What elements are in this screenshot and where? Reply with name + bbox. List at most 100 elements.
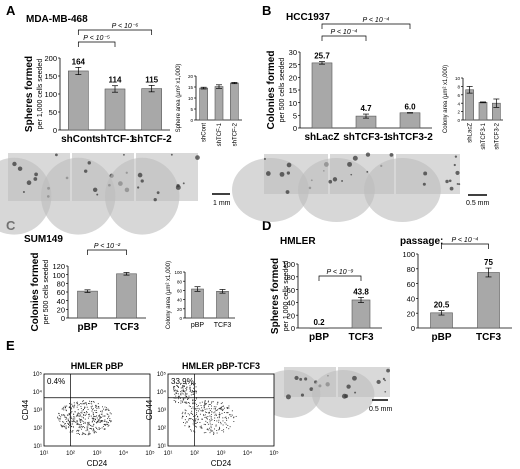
- event-dot: [63, 414, 65, 416]
- y-axis-label: Colonies formed: [266, 51, 277, 130]
- event-dot: [60, 418, 61, 420]
- event-dot: [223, 431, 225, 433]
- event-dot: [82, 400, 84, 402]
- y-tick-label: 50: [49, 108, 57, 117]
- event-dot: [200, 405, 202, 406]
- event-dot: [82, 432, 84, 434]
- event-dot: [205, 403, 207, 405]
- cell-sphere: [366, 170, 369, 173]
- cell-sphere: [350, 173, 353, 176]
- y-tick-label: 10: [188, 96, 194, 101]
- cell-sphere: [263, 157, 266, 160]
- event-dot: [184, 390, 185, 392]
- cell-sphere: [341, 393, 347, 399]
- event-dot: [192, 383, 194, 384]
- event-dot: [82, 433, 84, 435]
- cell-sphere: [12, 161, 17, 167]
- cell-sphere: [285, 394, 291, 400]
- category-label: shTCF3-2: [387, 132, 433, 143]
- event-dot: [87, 422, 89, 424]
- event-dot: [199, 402, 201, 404]
- event-dot: [228, 428, 230, 430]
- event-dot: [184, 394, 186, 396]
- category-label: shCont: [202, 123, 208, 142]
- y-tick-label: 40: [407, 295, 415, 304]
- event-dot: [89, 427, 91, 429]
- event-dot: [88, 415, 90, 417]
- event-dot: [98, 415, 99, 417]
- event-dot: [193, 393, 195, 395]
- event-dot: [71, 411, 73, 413]
- event-dot: [203, 423, 205, 425]
- event-dot: [226, 412, 228, 413]
- y-tick-label: 80: [177, 279, 183, 284]
- panel-d-title: HMLER: [280, 236, 316, 247]
- event-dot: [176, 385, 178, 387]
- event-dot: [195, 390, 197, 392]
- event-dot: [67, 418, 69, 420]
- category-label: pBP: [309, 332, 329, 343]
- cell-sphere: [422, 182, 426, 186]
- event-dot: [222, 409, 224, 411]
- event-dot: [92, 418, 94, 420]
- x-tick-label: 10⁵: [145, 450, 155, 457]
- y-tick-label: 100: [282, 260, 295, 269]
- event-dot: [222, 405, 224, 407]
- event-dot: [204, 400, 206, 402]
- event-dot: [78, 429, 80, 431]
- event-dot: [61, 408, 63, 410]
- event-dot: [182, 415, 184, 417]
- event-dot: [76, 422, 78, 424]
- event-dot: [93, 423, 95, 425]
- event-dot: [64, 415, 66, 417]
- event-dot: [86, 411, 88, 413]
- cell-sphere: [153, 197, 157, 202]
- event-dot: [80, 414, 82, 416]
- cell-sphere: [384, 379, 386, 382]
- event-dot: [82, 417, 84, 419]
- event-dot: [193, 383, 195, 385]
- y-tick-label: 4: [457, 101, 460, 106]
- category-label: shTCF-1: [217, 122, 223, 146]
- event-dot: [68, 421, 70, 422]
- event-dot: [95, 426, 97, 428]
- event-dot: [90, 427, 92, 429]
- event-dot: [186, 386, 188, 388]
- event-dot: [173, 390, 175, 392]
- event-dot: [177, 398, 179, 400]
- event-dot: [175, 400, 177, 402]
- event-dot: [80, 411, 82, 413]
- event-dot: [95, 409, 97, 411]
- event-dot: [60, 416, 62, 418]
- event-dot: [88, 413, 89, 415]
- y-tick-label: 5: [293, 111, 297, 120]
- event-dot: [89, 400, 90, 402]
- event-dot: [217, 401, 219, 403]
- event-dot: [183, 422, 184, 423]
- event-dot: [106, 421, 108, 423]
- event-dot: [230, 414, 232, 416]
- event-dot: [220, 421, 222, 423]
- event-dot: [93, 432, 95, 434]
- event-dot: [231, 410, 233, 412]
- panel-b-title: HCC1937: [286, 12, 330, 23]
- event-dot: [182, 399, 184, 401]
- event-dot: [201, 407, 203, 409]
- event-dot: [192, 399, 194, 401]
- cell-sphere: [389, 153, 394, 157]
- event-dot: [107, 416, 109, 418]
- event-dot: [64, 406, 66, 408]
- event-dot: [89, 413, 90, 415]
- cell-sphere: [332, 177, 338, 182]
- event-dot: [83, 415, 85, 416]
- event-dot: [195, 400, 196, 401]
- event-dot: [221, 430, 223, 431]
- event-dot: [95, 421, 97, 423]
- event-dot: [219, 428, 220, 430]
- event-dot: [102, 406, 103, 408]
- event-dot: [182, 384, 184, 386]
- event-dot: [192, 393, 194, 395]
- event-dot: [210, 402, 212, 404]
- event-dot: [108, 422, 109, 424]
